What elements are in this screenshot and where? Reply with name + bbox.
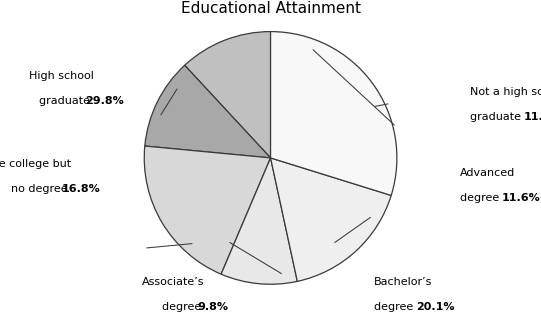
Text: no degree: no degree [11, 184, 71, 194]
Text: degree: degree [460, 193, 503, 203]
Text: Associate’s: Associate’s [142, 277, 205, 287]
Text: 29.8%: 29.8% [84, 96, 123, 106]
Wedge shape [184, 32, 270, 158]
Text: degree: degree [374, 302, 417, 312]
Text: Bachelor’s: Bachelor’s [374, 277, 433, 287]
Wedge shape [270, 32, 397, 195]
Text: graduate: graduate [470, 113, 525, 123]
Wedge shape [144, 146, 270, 274]
Text: graduate: graduate [39, 96, 94, 106]
Text: 11.6%: 11.6% [502, 193, 540, 203]
Text: Advanced: Advanced [460, 168, 516, 178]
Text: Some college but: Some college but [0, 159, 71, 169]
Text: 9.8%: 9.8% [197, 302, 229, 312]
Wedge shape [145, 65, 270, 158]
Text: degree: degree [162, 302, 205, 312]
Wedge shape [221, 158, 298, 284]
Text: High school: High school [29, 71, 94, 81]
Text: 16.8%: 16.8% [62, 184, 101, 194]
Wedge shape [270, 158, 391, 281]
Text: 11.9%: 11.9% [524, 113, 541, 123]
Text: 20.1%: 20.1% [415, 302, 454, 312]
Text: Not a high school: Not a high school [470, 87, 541, 97]
Title: Educational Attainment: Educational Attainment [181, 1, 360, 17]
